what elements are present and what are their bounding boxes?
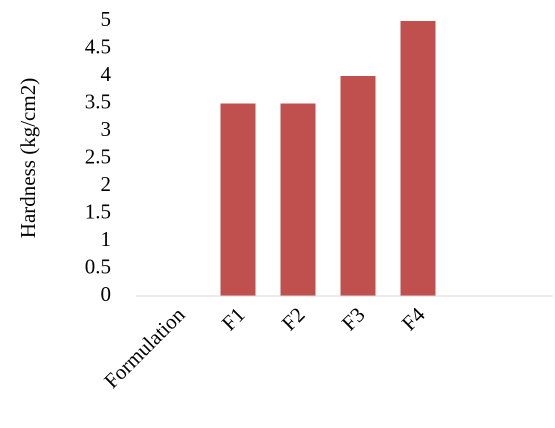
bars	[220, 21, 436, 296]
y-tick-label: 1	[101, 227, 112, 251]
y-tick-label: 1.5	[85, 199, 111, 223]
x-axis-categories: Formulation F1 F2 F3 F4	[99, 302, 430, 393]
y-tick-label: 3.5	[85, 89, 111, 113]
y-axis-title: Hardness (kg/cm2)	[16, 78, 40, 238]
y-tick-label: 4.5	[85, 34, 111, 58]
x-category-label: Formulation	[99, 302, 190, 393]
y-tick-label: 2.5	[85, 144, 111, 168]
x-category-label: F2	[277, 303, 310, 336]
x-category-label: F4	[397, 302, 430, 335]
y-tick-label: 5	[101, 7, 112, 31]
y-tick-label: 0	[101, 282, 112, 306]
bar-f2	[280, 103, 316, 296]
y-tick-label: 2	[101, 172, 112, 196]
y-tick-label: 0.5	[85, 254, 111, 278]
bar-f1	[220, 103, 256, 296]
y-tick-label: 3	[101, 117, 112, 141]
y-axis-ticks: 0 0.5 1 1.5 2 2.5 3 3.5 4 4.5 5	[85, 7, 112, 306]
x-category-label: F1	[217, 303, 250, 336]
bar-f3	[340, 76, 376, 296]
y-tick-label: 4	[101, 62, 112, 86]
bar-f4	[400, 21, 436, 296]
x-category-label: F3	[337, 303, 370, 336]
